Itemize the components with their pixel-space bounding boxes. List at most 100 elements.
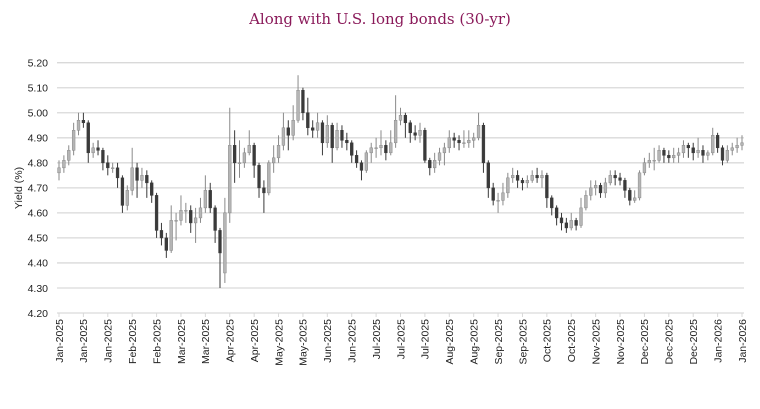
candle-body [232, 145, 237, 164]
candle-body [550, 197, 554, 209]
candle-body [647, 160, 651, 164]
candle-down [481, 122, 486, 173]
x-tick-label: Jan-2025 [78, 319, 90, 363]
candle-down [208, 182, 212, 213]
candle-body [662, 150, 666, 156]
candle-up [76, 112, 81, 136]
candle-body [223, 212, 227, 274]
candle-up [111, 162, 115, 173]
x-tick-label: May-2025 [273, 319, 285, 366]
candle-down [164, 232, 168, 258]
candle-body [696, 150, 700, 154]
candle-body [393, 120, 398, 144]
candle-up [447, 130, 451, 153]
candle-down [354, 150, 359, 168]
y-tick-label: 4.80 [28, 158, 49, 170]
candle-body [296, 89, 300, 121]
candle-body [174, 220, 178, 222]
candle-body [193, 217, 198, 224]
candle-down [691, 142, 695, 161]
candle-down [257, 162, 261, 198]
candle-body [369, 147, 373, 154]
candle-body [657, 150, 661, 161]
x-tick-label: Mar-2025 [200, 319, 212, 364]
candle-body [520, 180, 525, 184]
candle-down [189, 205, 193, 233]
candle-up [393, 95, 398, 148]
candle-down [154, 192, 159, 238]
candle-down [559, 212, 564, 231]
candle-down [330, 122, 334, 163]
candle-body [364, 152, 369, 171]
candle-up [462, 130, 466, 148]
candle-body [252, 145, 256, 166]
candle-up [696, 137, 700, 158]
x-tick-label: Oct-2025 [566, 319, 578, 362]
candle-down [350, 140, 354, 163]
candle-up [267, 160, 271, 196]
candle-body [628, 190, 632, 201]
candle-body [559, 217, 564, 224]
candle-up [569, 212, 573, 231]
candle-body [169, 220, 173, 251]
x-tick-label: Sep-2025 [517, 319, 529, 365]
candle-down [686, 142, 690, 158]
candle-body [145, 175, 149, 184]
candle-body [125, 190, 129, 206]
chart-title: Along with U.S. long bonds (30-yr) [249, 10, 511, 28]
candle-body [715, 135, 720, 149]
candle-up [379, 130, 383, 156]
candle-body [676, 152, 681, 156]
candle-down [452, 132, 456, 148]
candle-body [535, 175, 539, 179]
candle-down [159, 222, 164, 246]
candle-up [184, 202, 188, 223]
candle-down [96, 140, 100, 156]
candle-down [345, 132, 349, 151]
y-tick-label: 4.20 [28, 308, 49, 320]
candle-body [452, 137, 456, 141]
candle-down [301, 87, 305, 121]
candle-body [320, 122, 325, 144]
candle-body [423, 130, 427, 161]
candle-body [642, 162, 647, 174]
x-tick-label: Feb-2025 [127, 319, 139, 364]
candle-body [120, 177, 125, 206]
candle-body [515, 175, 520, 181]
candle-up [198, 197, 203, 223]
candle-up [740, 135, 744, 151]
candle-up [476, 112, 481, 141]
candle-body [486, 162, 490, 189]
candle-down [554, 205, 559, 226]
x-axis-ticks: Jan-2025 Jan-2025 Jan-2025 Feb-2025 Feb-2025… [54, 313, 749, 366]
candle-up [530, 170, 534, 183]
candle-body [86, 122, 90, 154]
candle-down [115, 162, 120, 188]
candle-body [603, 182, 608, 194]
candle-down [120, 175, 125, 213]
candle-up [506, 172, 510, 198]
candle-body [354, 155, 359, 164]
candle-up [203, 175, 208, 213]
candle-up [642, 157, 647, 176]
candle-up [433, 152, 437, 173]
candle-body [720, 147, 725, 161]
candle-body [350, 142, 354, 156]
candle-down [486, 160, 490, 198]
candle-body [511, 175, 515, 179]
candle-up [130, 147, 134, 196]
candle-up [276, 135, 281, 163]
candle-down [218, 227, 222, 288]
candle-body [506, 177, 510, 194]
y-tick-label: 5.00 [28, 108, 49, 120]
y-tick-label: 4.90 [28, 133, 49, 145]
candle-body [437, 152, 442, 161]
candle-body [701, 150, 705, 156]
candle-body [740, 142, 744, 146]
candle-body [345, 140, 349, 144]
candle-body [198, 207, 203, 219]
candle-down [428, 157, 432, 176]
candle-body [311, 127, 315, 131]
candle-body [111, 167, 115, 169]
